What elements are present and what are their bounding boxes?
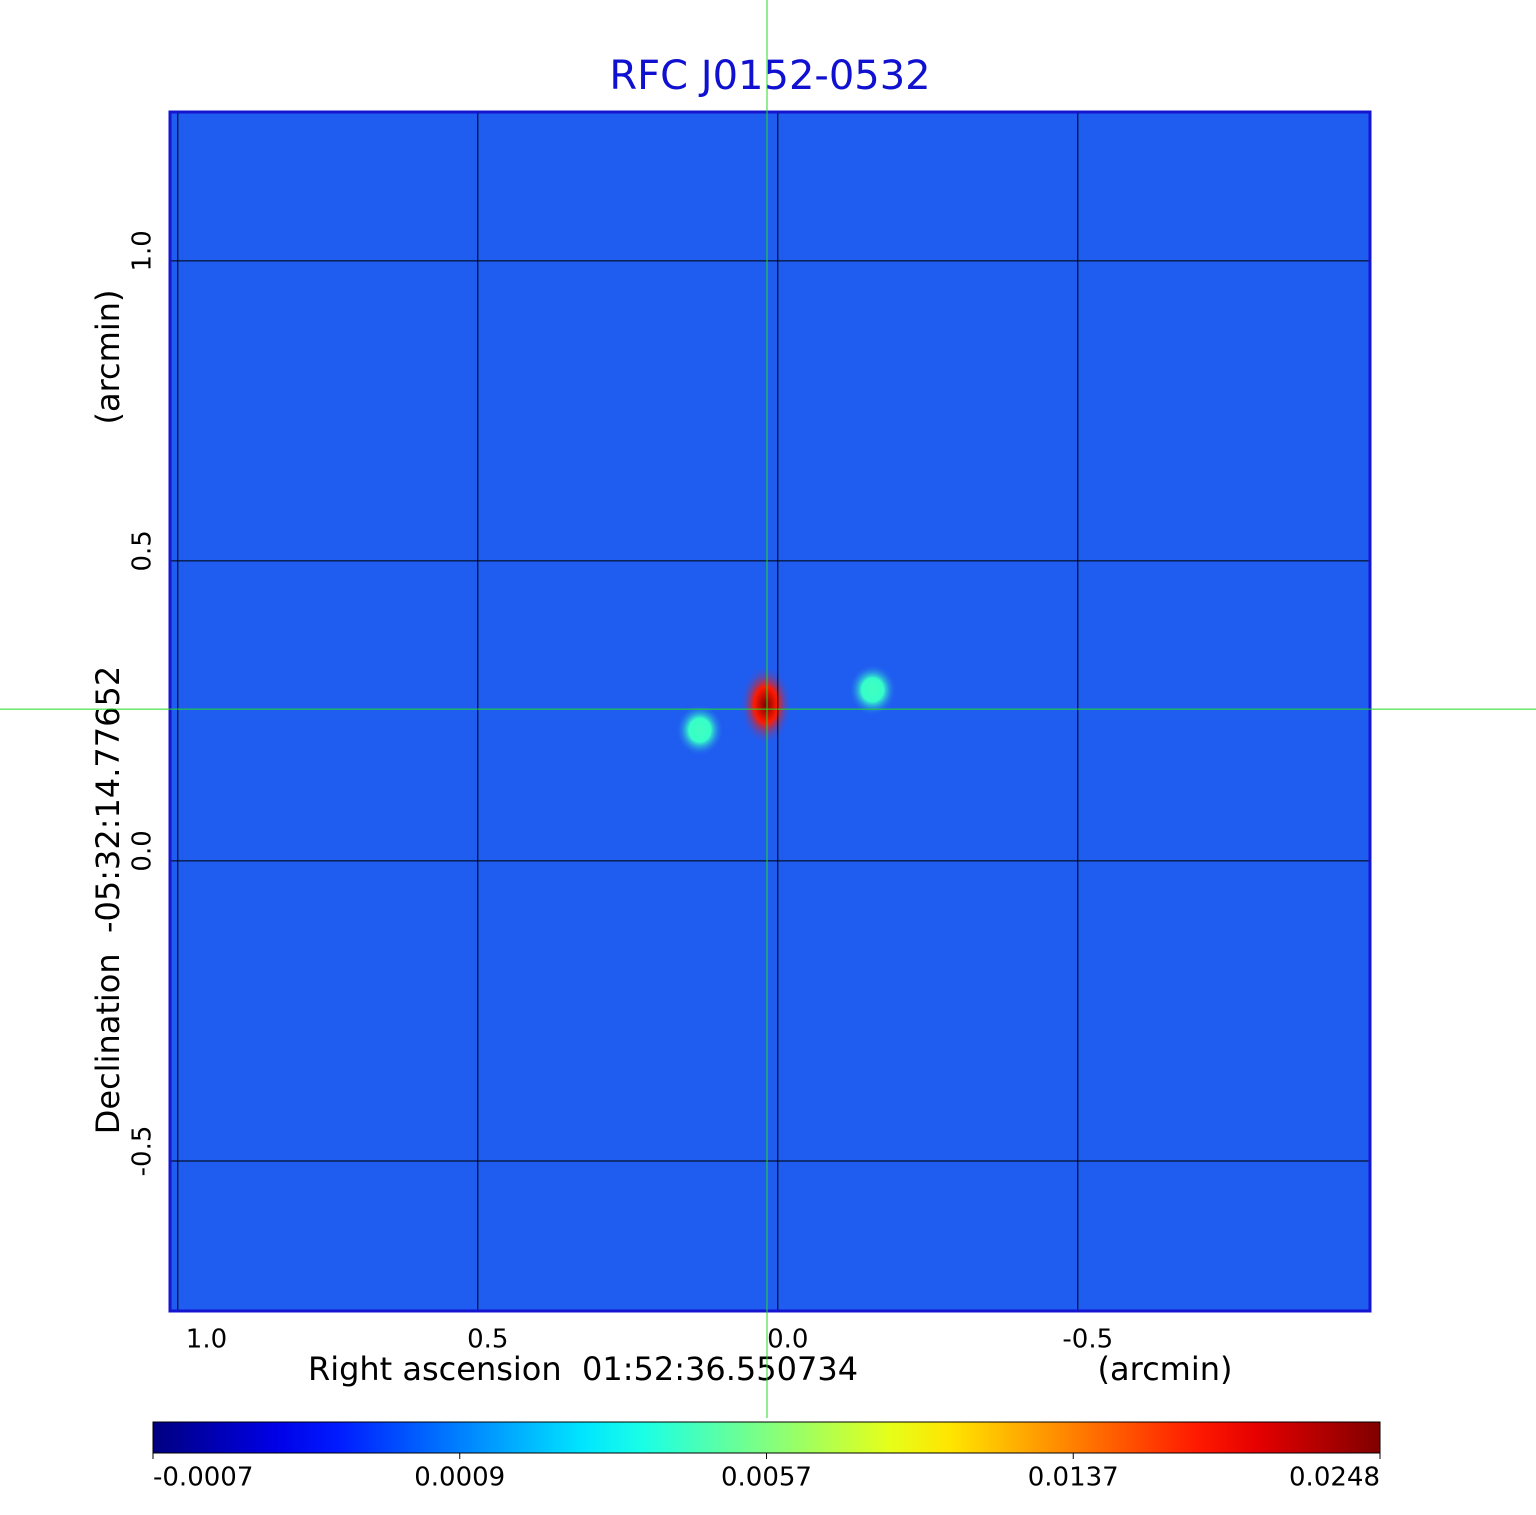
x-tick-label: -0.5: [1062, 1325, 1113, 1355]
colorbar: [152, 1421, 1381, 1454]
colorbar-tick-label: -0.0007: [153, 1463, 253, 1493]
source: [739, 664, 792, 745]
y-tick-label: 0.0: [128, 830, 158, 871]
source: [675, 704, 724, 757]
colorbar-tick-label: 0.0057: [721, 1463, 812, 1493]
colorbar-tick-label: 0.0137: [1028, 1463, 1119, 1493]
y-axis-label: Declination -05:32:14.77652: [89, 666, 127, 1134]
y-tick-label: -0.5: [128, 1126, 158, 1177]
plot-frame: [168, 110, 1372, 1313]
x-axis-unit: (arcmin): [1098, 1350, 1233, 1388]
y-axis-unit: (arcmin): [89, 290, 127, 425]
x-tick-label: 0.0: [767, 1325, 808, 1355]
x-axis-label: Right ascension 01:52:36.550734: [308, 1350, 858, 1388]
chart-title: RFC J0152-0532: [609, 53, 930, 99]
y-tick-label: 0.5: [128, 530, 158, 571]
x-tick-label: 0.5: [467, 1325, 508, 1355]
colorbar-tick-label: 0.0248: [1289, 1463, 1380, 1493]
colorbar-tick-label: 0.0009: [414, 1463, 505, 1493]
x-tick-label: 1.0: [186, 1325, 227, 1355]
source: [848, 663, 897, 716]
y-tick-label: 1.0: [128, 230, 158, 271]
